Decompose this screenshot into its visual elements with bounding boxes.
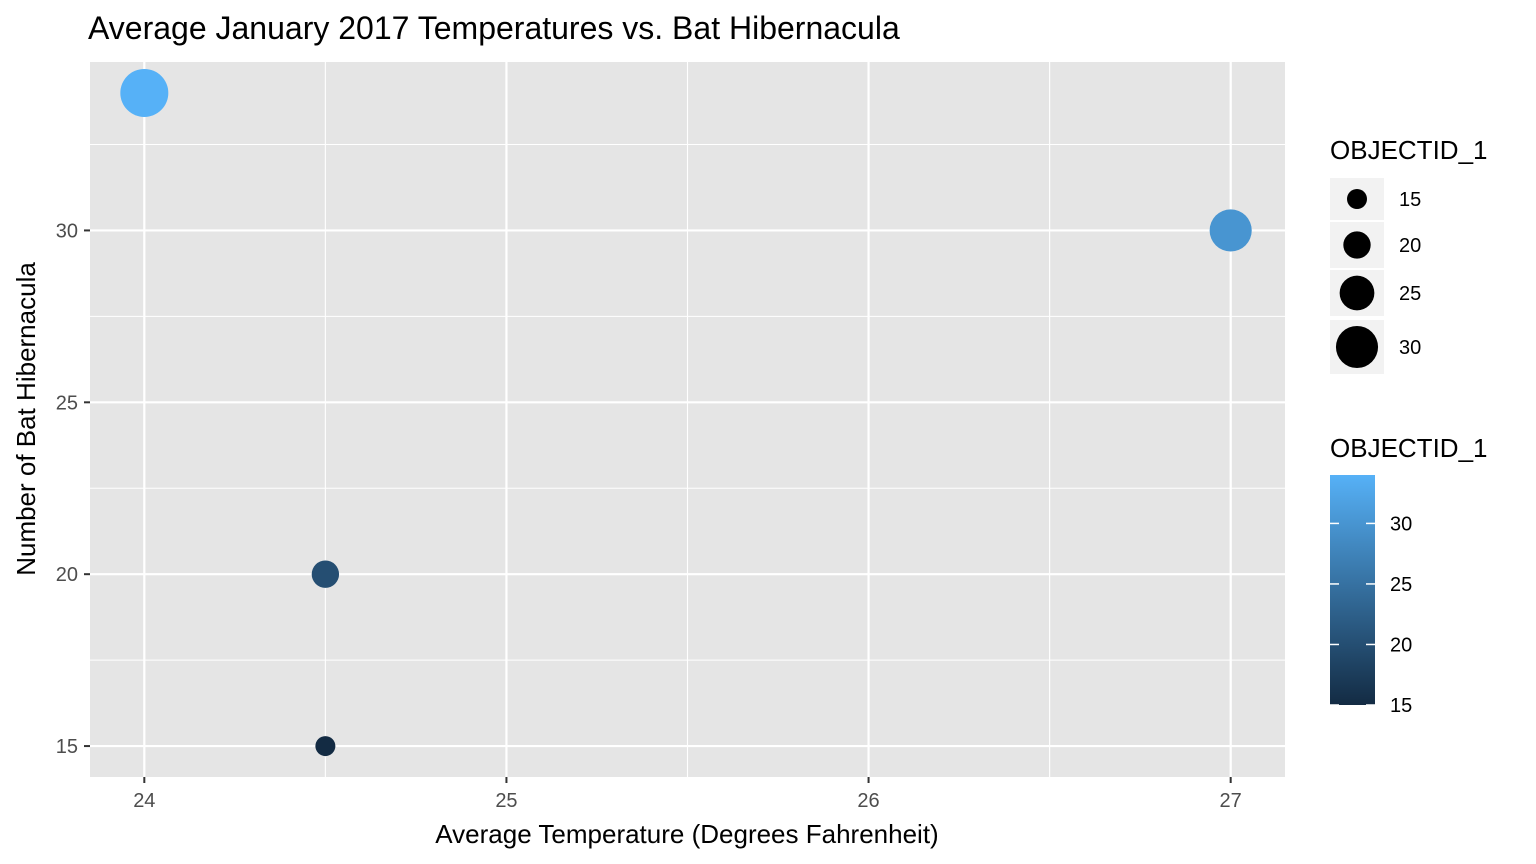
y-tick-label: 25 (56, 392, 78, 414)
size-legend-title: OBJECTID_1 (1330, 135, 1488, 165)
x-tick-label: 27 (1220, 790, 1242, 812)
color-legend-label: 30 (1390, 513, 1412, 535)
data-point (315, 736, 336, 757)
data-point (1209, 209, 1252, 252)
size-legend-symbol (1335, 325, 1379, 369)
color-legend-label: 20 (1390, 634, 1412, 656)
color-legend-label: 25 (1390, 574, 1412, 596)
size-legend-label: 20 (1399, 235, 1421, 257)
size-legend-label: 30 (1399, 337, 1421, 359)
color-bar (1330, 475, 1375, 705)
x-tick-label: 25 (495, 790, 517, 812)
x-tick-label: 26 (857, 790, 879, 812)
axis-ticks: 24 25 26 27 15 20 25 30 (56, 220, 1242, 812)
x-axis-title: Average Temperature (Degrees Fahrenheit) (435, 819, 938, 849)
x-tick-label: 24 (133, 790, 155, 812)
y-tick-label: 30 (56, 220, 78, 242)
y-tick-label: 20 (56, 564, 78, 586)
size-legend-symbol (1347, 189, 1367, 209)
color-legend-label: 15 (1390, 695, 1412, 717)
size-legend-symbol (1343, 231, 1371, 259)
data-point (120, 68, 169, 117)
chart-title: Average January 2017 Temperatures vs. Ba… (88, 10, 900, 46)
size-legend: 15 20 25 30 (1330, 178, 1421, 374)
color-legend-title: OBJECTID_1 (1330, 433, 1488, 463)
data-points (120, 68, 1252, 757)
size-legend-label: 15 (1399, 189, 1421, 211)
size-legend-label: 25 (1399, 283, 1421, 305)
grid-lines (90, 62, 1285, 777)
data-point (311, 560, 340, 588)
size-legend-symbol (1339, 275, 1375, 311)
y-tick-label: 15 (56, 736, 78, 758)
color-legend: 15 20 25 30 (1330, 513, 1412, 717)
y-axis-title: Number of Bat Hibernacula (11, 262, 41, 576)
